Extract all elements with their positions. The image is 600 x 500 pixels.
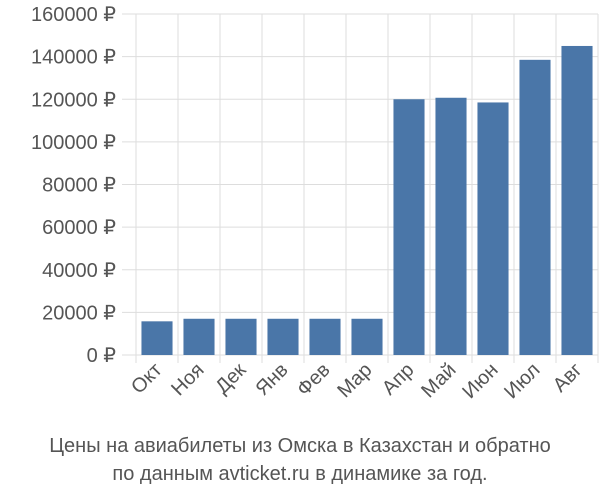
x-tick-label: Авг [549,359,587,397]
x-tick-label: Май [417,359,460,402]
x-tick-label: Янв [251,359,292,400]
y-tick-label: 20000 ₽ [42,302,116,324]
y-tick-label: 140000 ₽ [31,47,116,69]
bar-1 [141,321,173,355]
x-tick-label: Мар [333,359,376,402]
x-tick-label: Июл [500,359,544,403]
y-axis-ticks: 0 ₽ 20000 ₽ 40000 ₽ 60000 ₽ 80000 ₽ 100000 ₽ 1… [31,4,116,367]
y-tick-label: 80000 ₽ [42,175,116,197]
x-tick-label: Дек [211,359,250,398]
y-tick-label: 60000 ₽ [42,217,116,239]
bar-2 [183,318,215,355]
bar-4 [267,318,299,355]
x-tick-label: Апр [378,359,419,400]
chart-caption-line-2: по данным avticket.ru в динамике за год. [112,463,488,485]
x-tick-label: Окт [127,359,166,398]
x-tick-label: Июн [458,359,502,403]
bar-8 [435,97,467,356]
y-tick-label: 0 ₽ [87,345,117,367]
bar-7 [393,99,425,355]
y-tick-label: 100000 ₽ [31,132,116,154]
x-tick-label: Фев [293,359,335,401]
grid-lines [122,13,599,363]
x-tick-label: Ноя [167,359,208,400]
bar-9 [477,102,509,356]
chart-caption-line-1: Цены на авиабилеты из Омска в Казахстан … [49,435,551,457]
y-tick-label: 120000 ₽ [31,89,116,111]
bar-11 [561,45,593,355]
bar-10 [519,59,551,356]
bar-3 [225,318,257,355]
y-tick-label: 40000 ₽ [42,260,116,282]
bars [141,45,593,356]
y-tick-label: 160000 ₽ [31,4,116,26]
bar-6 [351,318,383,355]
bar-5 [309,318,341,355]
bar-chart: 0 ₽ 20000 ₽ 40000 ₽ 60000 ₽ 80000 ₽ 100000 ₽ 1… [31,4,599,403]
